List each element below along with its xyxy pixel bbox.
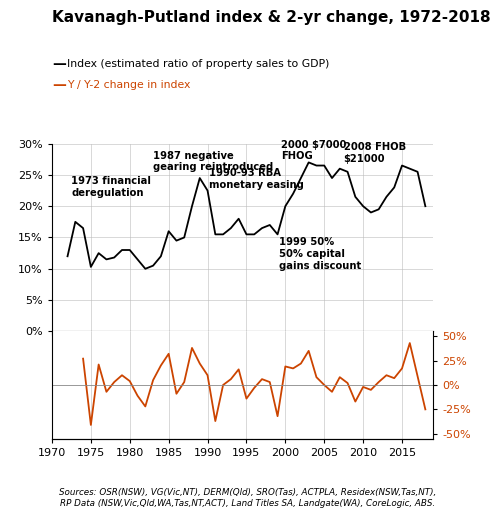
- Text: 1973 financial
deregulation: 1973 financial deregulation: [71, 176, 151, 198]
- Text: 1990-93 RBA
monetary easing: 1990-93 RBA monetary easing: [209, 168, 304, 190]
- Text: —: —: [52, 57, 66, 71]
- Text: 2000 $7000
FHOG: 2000 $7000 FHOG: [282, 140, 347, 161]
- Text: Sources: OSR(NSW), VG(Vic,NT), DERM(Qld), SRO(Tas), ACTPLA, Residex(NSW,Tas,NT),: Sources: OSR(NSW), VG(Vic,NT), DERM(Qld)…: [59, 488, 436, 508]
- Text: Y / Y-2 change in index: Y / Y-2 change in index: [67, 80, 190, 90]
- Text: 1987 negative
gearing reintroduced: 1987 negative gearing reintroduced: [153, 151, 273, 172]
- Text: 1999 50%
50% capital
gains discount: 1999 50% 50% capital gains discount: [279, 238, 361, 271]
- Text: —: —: [52, 77, 66, 92]
- Text: Kavanagh-Putland index & 2-yr change, 1972-2018: Kavanagh-Putland index & 2-yr change, 19…: [52, 10, 491, 25]
- Text: Index (estimated ratio of property sales to GDP): Index (estimated ratio of property sales…: [67, 59, 329, 69]
- Text: 2008 FHOB
$21000: 2008 FHOB $21000: [344, 142, 406, 164]
